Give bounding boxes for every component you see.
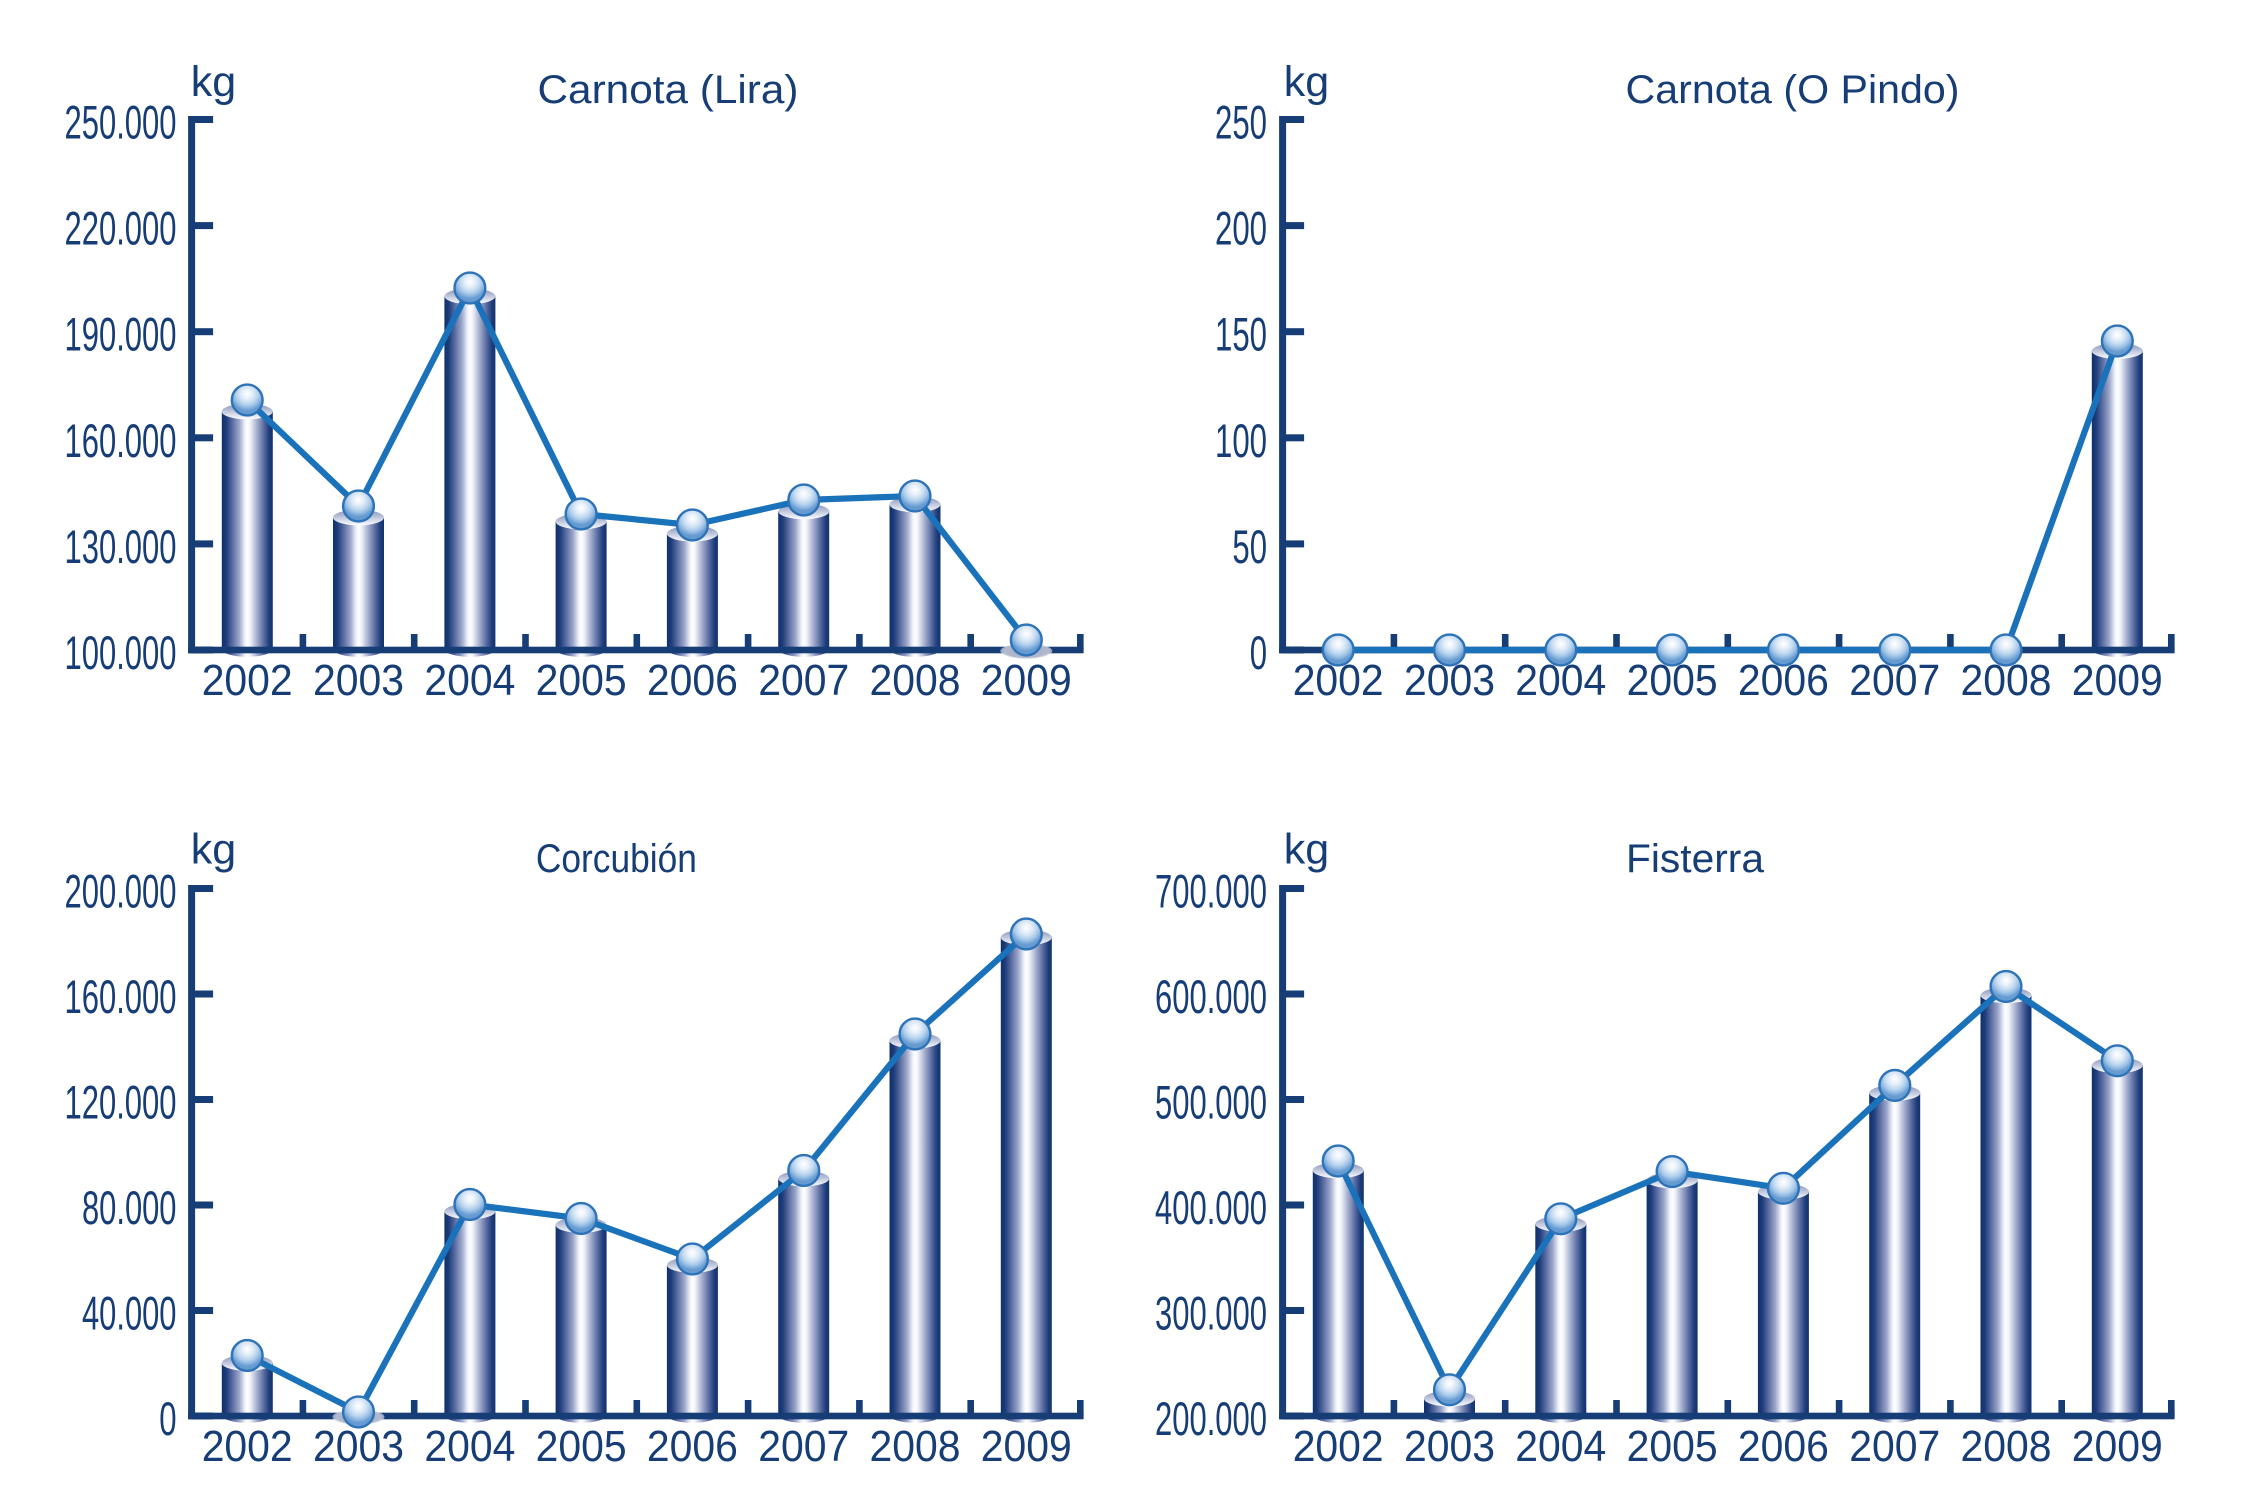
svg-text:700.000: 700.000 [1155, 866, 1267, 919]
svg-text:kg: kg [1284, 58, 1329, 106]
svg-text:2005: 2005 [536, 657, 627, 705]
svg-text:2008: 2008 [870, 1423, 961, 1471]
svg-text:2006: 2006 [1738, 1423, 1829, 1471]
svg-text:kg: kg [191, 58, 236, 106]
svg-text:2008: 2008 [1961, 1423, 2052, 1471]
svg-text:2004: 2004 [1515, 1423, 1606, 1471]
svg-text:2006: 2006 [647, 657, 738, 705]
svg-text:200: 200 [1215, 203, 1267, 256]
svg-text:150: 150 [1215, 309, 1267, 362]
svg-text:200.000: 200.000 [65, 866, 177, 919]
svg-text:130.000: 130.000 [65, 521, 177, 574]
svg-text:2005: 2005 [1627, 1423, 1718, 1471]
svg-text:300.000: 300.000 [1155, 1288, 1267, 1341]
svg-text:2004: 2004 [424, 657, 515, 705]
svg-text:Carnota (O Pindo): Carnota (O Pindo) [1626, 68, 1960, 112]
svg-text:0: 0 [159, 1393, 176, 1446]
svg-text:2003: 2003 [313, 1423, 404, 1471]
svg-text:250.000: 250.000 [65, 97, 177, 150]
svg-text:400.000: 400.000 [1155, 1182, 1267, 1235]
svg-text:2009: 2009 [2072, 657, 2163, 705]
svg-text:0: 0 [1250, 627, 1267, 680]
svg-text:200.000: 200.000 [1155, 1393, 1267, 1446]
svg-text:120.000: 120.000 [65, 1077, 177, 1130]
svg-text:2003: 2003 [313, 657, 404, 705]
svg-text:2006: 2006 [647, 1423, 738, 1471]
svg-text:2007: 2007 [758, 657, 849, 705]
svg-text:2008: 2008 [870, 657, 961, 705]
svg-text:2009: 2009 [2072, 1423, 2163, 1471]
svg-text:Carnota (Lira): Carnota (Lira) [538, 68, 799, 112]
svg-text:190.000: 190.000 [65, 309, 177, 362]
svg-text:250: 250 [1215, 97, 1267, 150]
svg-text:2002: 2002 [1293, 1423, 1384, 1471]
svg-text:160.000: 160.000 [65, 971, 177, 1024]
svg-text:40.000: 40.000 [82, 1288, 177, 1341]
svg-text:2003: 2003 [1404, 1423, 1495, 1471]
svg-text:600.000: 600.000 [1155, 971, 1267, 1024]
svg-text:kg: kg [1284, 826, 1329, 874]
svg-text:50: 50 [1232, 521, 1267, 574]
svg-text:500.000: 500.000 [1155, 1077, 1267, 1130]
svg-text:2009: 2009 [981, 1423, 1072, 1471]
svg-text:2002: 2002 [202, 1423, 293, 1471]
svg-text:2002: 2002 [202, 657, 293, 705]
svg-text:Fisterra: Fisterra [1626, 837, 1765, 881]
svg-text:100: 100 [1215, 415, 1267, 468]
svg-text:100.000: 100.000 [65, 627, 177, 680]
svg-text:220.000: 220.000 [65, 203, 177, 256]
svg-text:2004: 2004 [424, 1423, 515, 1471]
svg-text:2005: 2005 [536, 1423, 627, 1471]
svg-text:Corcubión: Corcubión [536, 837, 697, 881]
svg-text:2009: 2009 [981, 657, 1072, 705]
svg-text:80.000: 80.000 [82, 1182, 177, 1235]
svg-text:160.000: 160.000 [65, 415, 177, 468]
svg-text:2007: 2007 [1849, 1423, 1940, 1471]
svg-text:kg: kg [191, 826, 236, 874]
svg-text:2007: 2007 [758, 1423, 849, 1471]
